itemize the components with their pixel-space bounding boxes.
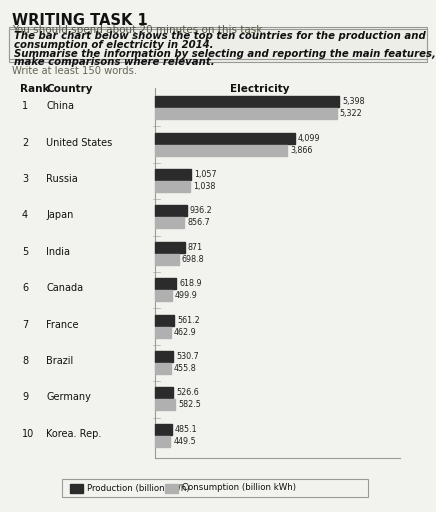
Bar	[155, 424, 172, 435]
Bar	[155, 327, 171, 337]
Text: Summarise the information by selecting and reporting the main features, and: Summarise the information by selecting a…	[14, 49, 436, 59]
Text: 3: 3	[22, 174, 28, 184]
Text: 462.9: 462.9	[174, 328, 197, 336]
Text: make comparisons where relevant.: make comparisons where relevant.	[14, 57, 215, 67]
Text: 1: 1	[22, 101, 28, 111]
Text: 698.8: 698.8	[182, 255, 204, 264]
Text: United States: United States	[46, 138, 112, 147]
Text: 485.1: 485.1	[174, 425, 197, 434]
Bar	[155, 436, 170, 446]
Text: 2: 2	[22, 138, 28, 147]
Text: 5: 5	[22, 247, 28, 257]
Bar	[155, 108, 337, 119]
Bar	[155, 351, 173, 362]
Text: 1,038: 1,038	[194, 182, 216, 191]
Text: WRITING TASK 1: WRITING TASK 1	[12, 13, 148, 28]
Text: 530.7: 530.7	[176, 352, 199, 361]
Text: 561.2: 561.2	[177, 315, 200, 325]
Text: 9: 9	[22, 392, 28, 402]
Text: 449.5: 449.5	[174, 437, 196, 446]
Text: 7: 7	[22, 319, 28, 330]
Text: Canada: Canada	[46, 283, 83, 293]
Text: Country: Country	[46, 84, 92, 94]
Bar	[155, 144, 287, 156]
Bar	[155, 133, 295, 143]
Text: 455.8: 455.8	[174, 364, 196, 373]
Text: 526.6: 526.6	[176, 389, 199, 397]
Text: 6: 6	[22, 283, 28, 293]
Text: 1,057: 1,057	[194, 170, 217, 179]
Text: 871: 871	[188, 243, 203, 252]
Bar	[155, 399, 175, 410]
Bar	[155, 388, 173, 398]
Text: Write at least 150 words.: Write at least 150 words.	[12, 66, 137, 76]
Bar	[155, 242, 185, 253]
Text: 5,398: 5,398	[342, 97, 365, 106]
Text: 582.5: 582.5	[178, 400, 201, 410]
Text: 4,099: 4,099	[298, 134, 320, 143]
Text: 3,866: 3,866	[290, 145, 313, 155]
Bar	[155, 96, 340, 107]
Text: 10: 10	[22, 429, 34, 439]
Text: Rank: Rank	[20, 84, 50, 94]
Text: 5,322: 5,322	[340, 109, 363, 118]
Bar	[62, 479, 368, 497]
Text: 618.9: 618.9	[179, 279, 202, 288]
Text: Germany: Germany	[46, 392, 91, 402]
Text: 4: 4	[22, 210, 28, 220]
Text: India: India	[46, 247, 70, 257]
Bar	[155, 169, 191, 180]
Bar	[155, 254, 179, 265]
Text: 8: 8	[22, 356, 28, 366]
Text: Russia: Russia	[46, 174, 78, 184]
Text: Consumption (billion kWh): Consumption (billion kWh)	[182, 483, 296, 493]
Bar	[70, 483, 83, 493]
Text: 856.7: 856.7	[187, 218, 210, 227]
Bar	[9, 29, 427, 59]
Text: Production (billion kWh): Production (billion kWh)	[87, 483, 190, 493]
Text: Brazil: Brazil	[46, 356, 73, 366]
Text: 499.9: 499.9	[175, 291, 198, 300]
Text: You should spend about 20 minutes on this task.: You should spend about 20 minutes on thi…	[12, 25, 266, 35]
Bar	[155, 181, 191, 192]
Text: France: France	[46, 319, 78, 330]
Text: consumption of electricity in 2014.: consumption of electricity in 2014.	[14, 40, 214, 50]
Bar	[155, 290, 172, 301]
Text: Electricity: Electricity	[230, 84, 290, 94]
Bar	[165, 483, 178, 493]
Text: Japan: Japan	[46, 210, 73, 220]
Text: China: China	[46, 101, 74, 111]
Bar	[155, 205, 187, 217]
Bar	[9, 27, 427, 62]
Bar	[155, 279, 176, 289]
Text: 936.2: 936.2	[190, 206, 213, 216]
Bar	[155, 363, 170, 374]
Text: The bar chart below shows the top ten countries for the production and: The bar chart below shows the top ten co…	[14, 31, 426, 41]
Bar	[155, 315, 174, 326]
Text: Korea. Rep.: Korea. Rep.	[46, 429, 102, 439]
Bar	[155, 218, 184, 228]
